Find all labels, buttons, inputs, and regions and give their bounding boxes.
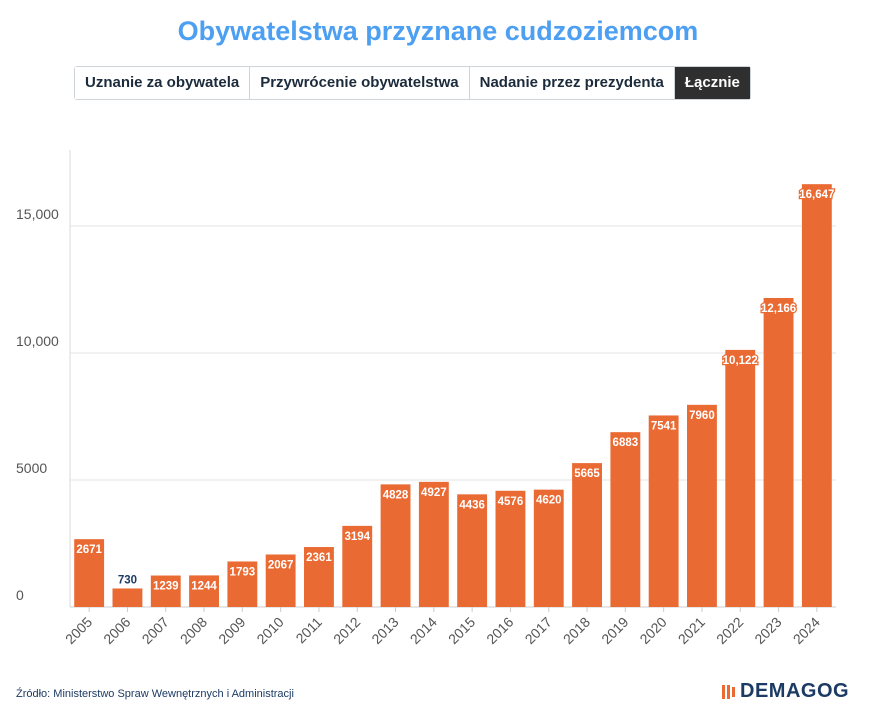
bar[interactable] — [457, 494, 488, 607]
x-tick-label: 2008 — [177, 614, 210, 647]
data-label: 7541 — [651, 420, 677, 432]
x-tick-label: 2021 — [675, 614, 708, 647]
bar[interactable] — [112, 588, 143, 607]
source-note: Źródło: Ministerstwo Spraw Wewnętrznych … — [16, 688, 294, 700]
bar[interactable] — [801, 184, 832, 607]
data-label: 12,166 — [761, 303, 796, 315]
x-tick-label: 2014 — [407, 614, 440, 647]
bar-chart: 0 5000 10,000 15,000 2671 2005 730 2006 1239 2007… — [16, 150, 836, 647]
bar[interactable] — [763, 297, 794, 607]
x-tick-label: 2024 — [790, 614, 823, 647]
bar[interactable] — [227, 561, 258, 607]
bar[interactable] — [74, 539, 105, 607]
x-tick-label: 2022 — [713, 614, 746, 647]
data-label: 4927 — [421, 487, 447, 499]
demagog-logo: DEMAGOG — [722, 680, 849, 703]
bar[interactable] — [533, 489, 564, 607]
data-label: 4436 — [459, 499, 485, 511]
data-label: 10,122 — [723, 355, 758, 367]
data-label: 2067 — [268, 559, 294, 571]
y-tick-label: 15,000 — [16, 206, 59, 222]
x-tick-label: 2006 — [100, 614, 133, 647]
data-label: 1793 — [230, 566, 256, 578]
x-tick-label: 2023 — [751, 614, 784, 647]
x-tick-label: 2018 — [560, 614, 593, 647]
tab-lacznie[interactable]: Łącznie — [674, 67, 750, 99]
bar[interactable] — [725, 349, 756, 607]
bar[interactable] — [304, 547, 334, 607]
data-label: 730 — [118, 574, 137, 586]
data-label: 2671 — [76, 544, 102, 556]
bar[interactable] — [495, 490, 526, 607]
x-tick-label: 2011 — [292, 614, 325, 647]
data-label: 6883 — [613, 437, 639, 449]
bar[interactable] — [189, 575, 219, 607]
x-tick-label: 2007 — [139, 614, 172, 647]
bar[interactable] — [380, 484, 411, 607]
x-tick-label: 2010 — [253, 614, 286, 647]
x-tick-label: 2017 — [522, 614, 555, 647]
view-tabs: Uznanie za obywatela Przywrócenie obywat… — [74, 66, 751, 100]
y-tick-label: 0 — [16, 587, 24, 603]
data-label: 16,647 — [799, 189, 834, 201]
data-label: 7960 — [689, 410, 715, 422]
x-tick-label: 2012 — [330, 614, 363, 647]
data-label: 4620 — [536, 495, 562, 507]
y-tick-label: 10,000 — [16, 333, 59, 349]
bar[interactable] — [342, 525, 373, 607]
logo-bars-icon — [722, 684, 735, 699]
x-tick-label: 2019 — [598, 614, 631, 647]
tab-przywrocenie[interactable]: Przywrócenie obywatelstwa — [250, 67, 470, 99]
bar[interactable] — [418, 481, 449, 607]
data-label: 5665 — [574, 468, 600, 480]
x-tick-label: 2009 — [215, 614, 248, 647]
bar[interactable] — [610, 432, 641, 607]
data-label: 4828 — [383, 489, 409, 501]
x-tick-label: 2020 — [636, 614, 669, 647]
x-tick-label: 2015 — [445, 614, 478, 647]
bar[interactable] — [687, 404, 717, 607]
x-tick-label: 2013 — [368, 614, 401, 647]
y-tick-label: 5000 — [16, 460, 47, 476]
x-tick-label: 2005 — [62, 614, 95, 647]
tab-uznanie[interactable]: Uznanie za obywatela — [75, 67, 251, 99]
chart-title: Obywatelstwa przyznane cudzoziemcom — [177, 16, 699, 46]
tab-nadanie[interactable]: Nadanie przez prezydenta — [469, 67, 675, 99]
bar[interactable] — [265, 554, 296, 607]
data-label: 4576 — [498, 496, 524, 508]
data-label: 3194 — [344, 531, 370, 543]
data-label: 1244 — [191, 580, 217, 592]
logo-text: DEMAGOG — [740, 680, 850, 702]
bar[interactable] — [572, 463, 602, 607]
x-tick-label: 2016 — [483, 614, 516, 647]
data-label: 1239 — [153, 581, 179, 593]
bar[interactable] — [150, 575, 181, 607]
bar[interactable] — [648, 415, 679, 607]
data-label: 2361 — [306, 552, 332, 564]
